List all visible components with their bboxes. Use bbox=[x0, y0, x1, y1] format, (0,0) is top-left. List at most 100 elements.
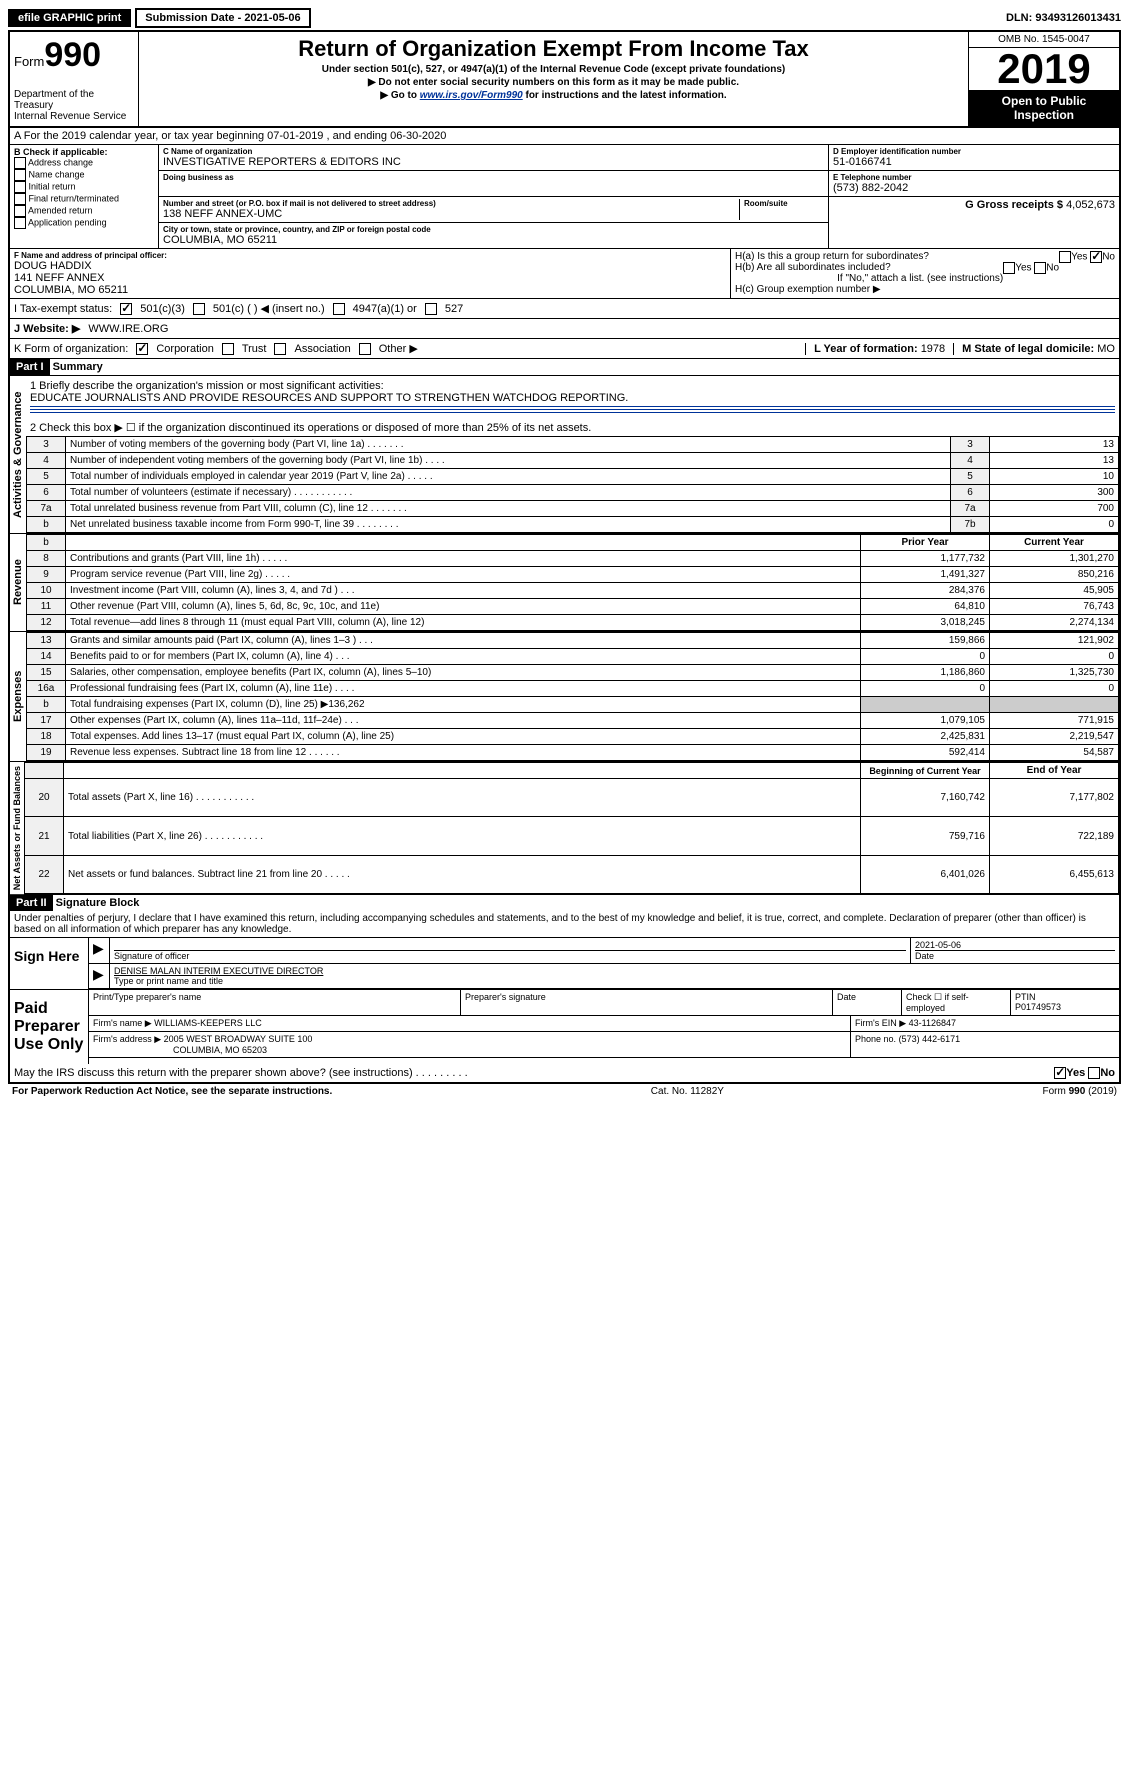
blank-h2 bbox=[25, 763, 64, 779]
blank-l2 bbox=[64, 763, 861, 779]
row-prior: 1,079,105 bbox=[861, 713, 990, 729]
form-note2: ▶ Go to www.irs.gov/Form990 for instruct… bbox=[143, 90, 964, 101]
paid-preparer-section: Paid Preparer Use Only Print/Type prepar… bbox=[10, 989, 1119, 1064]
table-row: 21Total liabilities (Part X, line 26) . … bbox=[25, 817, 1119, 855]
top-bar: efile GRAPHIC print Submission Date - 20… bbox=[8, 8, 1121, 28]
checkbox-corp[interactable] bbox=[136, 343, 148, 355]
col-h: H(a) Is this a group return for subordin… bbox=[731, 249, 1119, 298]
inspection-line2: Inspection bbox=[973, 108, 1115, 122]
gross-value: 4,052,673 bbox=[1066, 199, 1115, 211]
q1-label: 1 Briefly describe the organization's mi… bbox=[30, 380, 1115, 392]
row-prior: 1,491,327 bbox=[861, 567, 990, 583]
row-num: b bbox=[27, 697, 66, 713]
year-formation-label: L Year of formation: bbox=[814, 343, 918, 355]
cat-number: Cat. No. 11282Y bbox=[651, 1086, 724, 1097]
row-num: 12 bbox=[27, 615, 66, 631]
prep-sig-label: Preparer's signature bbox=[461, 990, 833, 1015]
begin-year-header: Beginning of Current Year bbox=[861, 763, 990, 779]
officer-typed-name: DENISE MALAN INTERIM EXECUTIVE DIRECTOR bbox=[114, 966, 1115, 976]
checkbox-trust[interactable] bbox=[222, 343, 234, 355]
city-value: COLUMBIA, MO 65211 bbox=[163, 234, 824, 246]
firm-phone: (573) 442-6171 bbox=[899, 1034, 961, 1044]
footer: For Paperwork Reduction Act Notice, see … bbox=[8, 1084, 1121, 1099]
officer-name: DOUG HADDIX bbox=[14, 260, 726, 272]
table-row: 16aProfessional fundraising fees (Part I… bbox=[27, 681, 1119, 697]
opt-trust: Trust bbox=[242, 343, 267, 355]
row-label: Investment income (Part VIII, column (A)… bbox=[66, 583, 861, 599]
checkbox-final-return[interactable]: Final return/terminated bbox=[14, 193, 154, 205]
blank-label bbox=[66, 535, 861, 551]
note2-pre: ▶ Go to bbox=[380, 90, 419, 101]
phone-value: (573) 882-2042 bbox=[833, 182, 1115, 194]
firm-ein: 43-1126847 bbox=[909, 1018, 956, 1028]
row-curr: 2,274,134 bbox=[990, 615, 1119, 631]
row-prior: 0 bbox=[861, 649, 990, 665]
checkbox-address-change[interactable]: Address change bbox=[14, 157, 154, 169]
firm-name-label: Firm's name ▶ bbox=[93, 1018, 152, 1028]
checkbox-501c3[interactable] bbox=[120, 303, 132, 315]
opt-other: Other ▶ bbox=[379, 342, 418, 355]
row-label: Total assets (Part X, line 16) . . . . .… bbox=[64, 779, 861, 817]
part1-header-row: Part I Summary bbox=[10, 359, 1119, 376]
checkbox-501c[interactable] bbox=[193, 303, 205, 315]
row-label: Other expenses (Part IX, column (A), lin… bbox=[66, 713, 861, 729]
ptin-value: P01749573 bbox=[1015, 1002, 1115, 1012]
row-num: b bbox=[27, 517, 66, 533]
table-row: 15Salaries, other compensation, employee… bbox=[27, 665, 1119, 681]
row-val: 13 bbox=[990, 453, 1119, 469]
sign-here-section: Sign Here ▶ Signature of officer 2021-05… bbox=[10, 937, 1119, 989]
opt-4947: 4947(a)(1) or bbox=[353, 303, 417, 315]
row-label: Grants and similar amounts paid (Part IX… bbox=[66, 633, 861, 649]
row-label: Revenue less expenses. Subtract line 18 … bbox=[66, 745, 861, 761]
row-a: A For the 2019 calendar year, or tax yea… bbox=[10, 128, 1119, 145]
checkbox-other[interactable] bbox=[359, 343, 371, 355]
checkbox-527[interactable] bbox=[425, 303, 437, 315]
row-label: Total number of individuals employed in … bbox=[66, 469, 951, 485]
table-row: 9Program service revenue (Part VIII, lin… bbox=[27, 567, 1119, 583]
sign-here-right: ▶ Signature of officer 2021-05-06Date ▶ … bbox=[88, 938, 1119, 989]
org-name-label: C Name of organization bbox=[163, 147, 824, 156]
officer-label: F Name and address of principal officer: bbox=[14, 251, 726, 260]
opt-501c: 501(c) ( ) ◀ (insert no.) bbox=[213, 302, 325, 315]
q2-text: 2 Check this box ▶ ☐ if the organization… bbox=[26, 419, 1119, 436]
type-name-label: Type or print name and title bbox=[114, 976, 1115, 986]
row-curr: 121,902 bbox=[990, 633, 1119, 649]
table-row: 5Total number of individuals employed in… bbox=[27, 469, 1119, 485]
form-prefix: Form bbox=[14, 54, 44, 69]
street-value: 138 NEFF ANNEX-UMC bbox=[163, 208, 739, 220]
row-prior: 759,716 bbox=[861, 817, 990, 855]
header-row: Form990 Department of the Treasury Inter… bbox=[10, 32, 1119, 128]
checkbox-discuss-yes[interactable] bbox=[1054, 1067, 1066, 1079]
row-label: Net assets or fund balances. Subtract li… bbox=[64, 855, 861, 893]
firm-name: WILLIAMS-KEEPERS LLC bbox=[154, 1018, 262, 1028]
expenses-section: Expenses 13Grants and similar amounts pa… bbox=[10, 632, 1119, 762]
row-curr: 6,455,613 bbox=[990, 855, 1119, 893]
sidebar-expenses: Expenses bbox=[10, 632, 26, 761]
table-row: 17Other expenses (Part IX, column (A), l… bbox=[27, 713, 1119, 729]
efile-button[interactable]: efile GRAPHIC print bbox=[8, 9, 131, 27]
checkbox-assoc[interactable] bbox=[274, 343, 286, 355]
row-prior: 7,160,742 bbox=[861, 779, 990, 817]
checkbox-name-change[interactable]: Name change bbox=[14, 169, 154, 181]
checkbox-amended[interactable]: Amended return bbox=[14, 205, 154, 217]
checkbox-application[interactable]: Application pending bbox=[14, 217, 154, 229]
form990-link[interactable]: www.irs.gov/Form990 bbox=[420, 90, 523, 101]
row-box: 7a bbox=[951, 501, 990, 517]
part1-title: Summary bbox=[53, 361, 103, 373]
dept-treasury: Department of the Treasury bbox=[14, 89, 134, 111]
checkbox-4947[interactable] bbox=[333, 303, 345, 315]
checkbox-initial-return[interactable]: Initial return bbox=[14, 181, 154, 193]
discuss-yes: Yes bbox=[1066, 1067, 1085, 1079]
row-curr: 54,587 bbox=[990, 745, 1119, 761]
prep-date-label: Date bbox=[833, 990, 902, 1015]
ha-row: H(a) Is this a group return for subordin… bbox=[735, 251, 1115, 262]
year-formation: 1978 bbox=[921, 343, 945, 355]
row-num: 21 bbox=[25, 817, 64, 855]
website-row: J Website: ▶ WWW.IRE.ORG bbox=[10, 319, 1119, 339]
col-right: D Employer identification number 51-0166… bbox=[828, 145, 1119, 248]
row-num: 10 bbox=[27, 583, 66, 599]
row-curr: 76,743 bbox=[990, 599, 1119, 615]
checkbox-discuss-no[interactable] bbox=[1088, 1067, 1100, 1079]
dept-text: Department of the Treasury Internal Reve… bbox=[14, 89, 134, 122]
submission-button[interactable]: Submission Date - 2021-05-06 bbox=[135, 8, 310, 28]
